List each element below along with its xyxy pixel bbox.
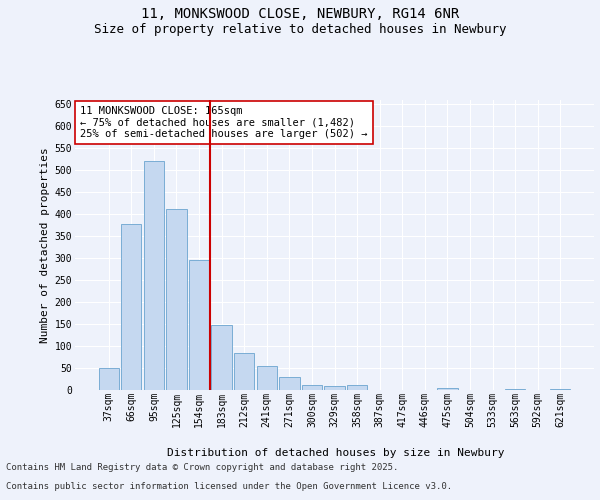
Bar [121, 224, 142, 390]
Bar [279, 377, 299, 390]
Bar [98, 368, 119, 390]
Bar [302, 385, 322, 390]
Bar [257, 366, 277, 390]
Bar [144, 161, 164, 390]
Bar [347, 385, 367, 390]
Bar [550, 388, 571, 390]
Bar [505, 388, 525, 390]
Bar [166, 209, 187, 390]
Text: Contains public sector information licensed under the Open Government Licence v3: Contains public sector information licen… [6, 482, 452, 491]
Bar [211, 326, 232, 390]
Bar [325, 386, 344, 390]
Text: Distribution of detached houses by size in Newbury: Distribution of detached houses by size … [167, 448, 505, 458]
Text: Size of property relative to detached houses in Newbury: Size of property relative to detached ho… [94, 22, 506, 36]
Y-axis label: Number of detached properties: Number of detached properties [40, 147, 50, 343]
Text: Contains HM Land Registry data © Crown copyright and database right 2025.: Contains HM Land Registry data © Crown c… [6, 464, 398, 472]
Bar [437, 388, 458, 390]
Bar [234, 352, 254, 390]
Bar [189, 260, 209, 390]
Text: 11 MONKSWOOD CLOSE: 165sqm
← 75% of detached houses are smaller (1,482)
25% of s: 11 MONKSWOOD CLOSE: 165sqm ← 75% of deta… [80, 106, 368, 139]
Text: 11, MONKSWOOD CLOSE, NEWBURY, RG14 6NR: 11, MONKSWOOD CLOSE, NEWBURY, RG14 6NR [141, 8, 459, 22]
